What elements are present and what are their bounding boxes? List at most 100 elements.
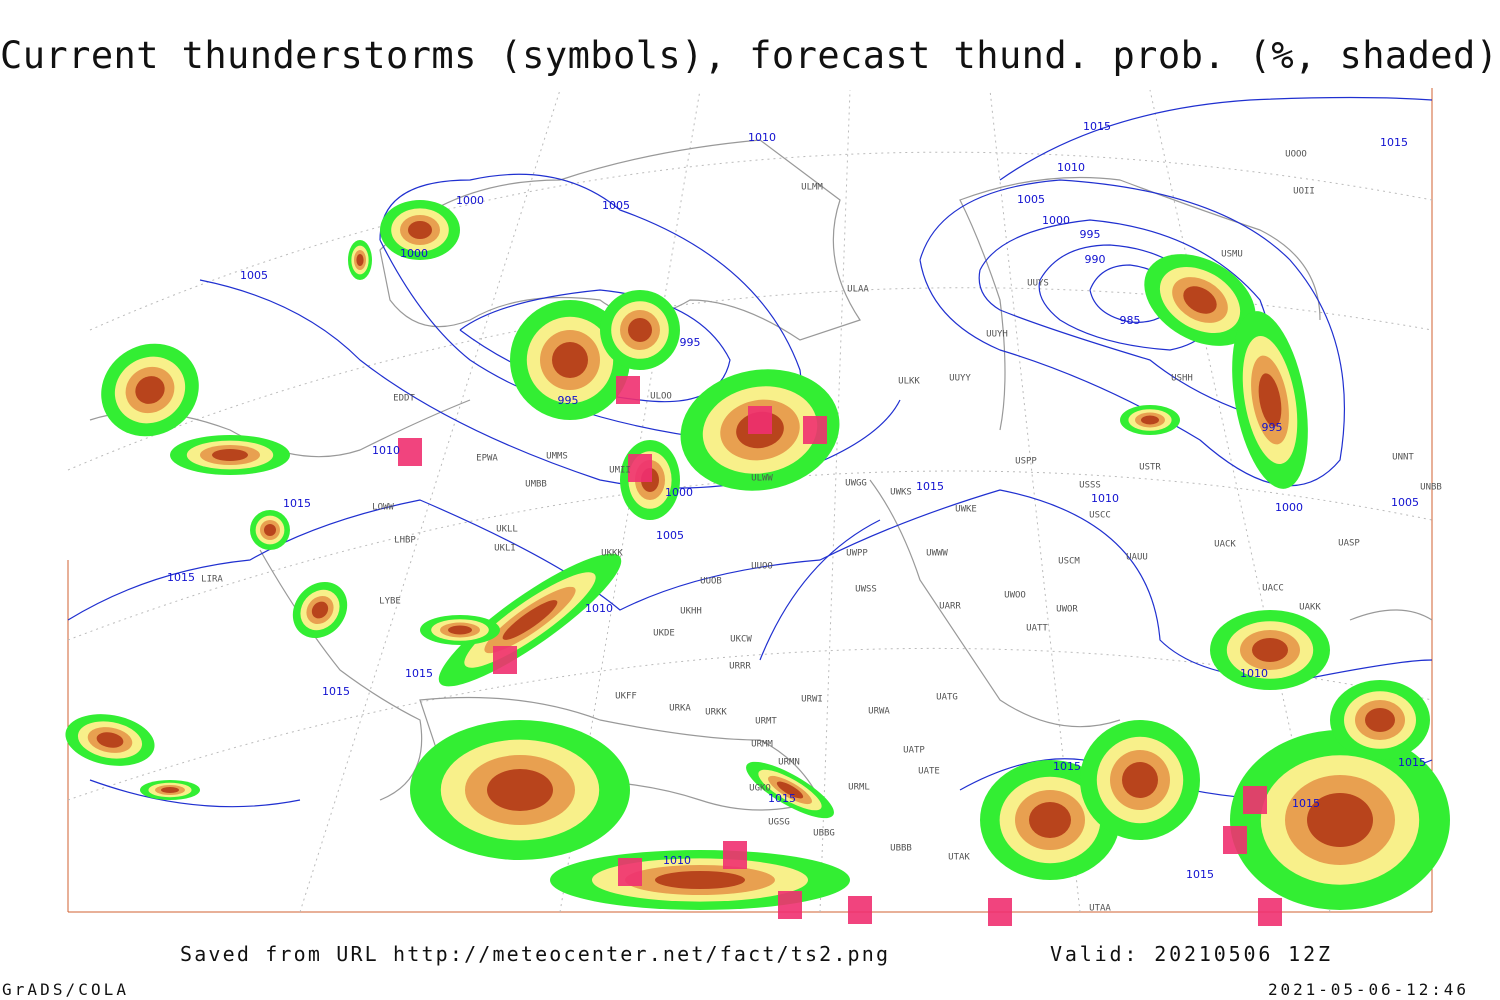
station-code: UAKK — [1299, 603, 1321, 613]
isobar-label: 1015 — [283, 497, 311, 510]
station-code: ULMM — [801, 183, 823, 193]
storm-symbol — [1243, 786, 1267, 814]
probability-area — [135, 376, 165, 404]
station-code: URKK — [705, 708, 727, 718]
station-code: UATT — [1026, 624, 1048, 634]
software: GrADS/COLA — [2, 980, 126, 999]
station-code: UKFF — [615, 692, 637, 702]
station-code: UKLL — [496, 525, 518, 535]
isobar-label: 995 — [680, 336, 701, 349]
isobar-label: 995 — [558, 394, 579, 407]
isobar-label: 1005 — [656, 529, 684, 542]
source-url: Saved from URL http://meteocenter.net/fa… — [180, 942, 888, 966]
station-code: UMBB — [525, 480, 547, 490]
probability-area — [487, 769, 553, 811]
isobar-label: 1015 — [768, 792, 796, 805]
station-code: UMMS — [546, 452, 568, 462]
probability-area — [502, 600, 558, 640]
storm-symbol — [618, 858, 642, 886]
station-code: UWKS — [890, 488, 912, 498]
storm-symbol — [748, 406, 772, 434]
isobar-label: 1010 — [663, 854, 691, 867]
isobar-label: 1015 — [1398, 756, 1426, 769]
isobar-label: 1015 — [322, 685, 350, 698]
station-code: UBBG — [813, 829, 835, 839]
station-code: UUYY — [949, 374, 971, 384]
probability-area — [311, 601, 329, 619]
station-code: ULOO — [650, 392, 672, 402]
station-code: URKA — [669, 704, 691, 714]
storm-symbol — [493, 646, 517, 674]
station-code: UKLI — [494, 544, 516, 554]
station-code: UUOO — [751, 562, 773, 572]
isobar-label: 1015 — [1292, 797, 1320, 810]
probability-area — [1365, 708, 1395, 732]
isobar-label: 1015 — [1083, 120, 1111, 133]
station-code: UACC — [1262, 584, 1284, 594]
station-code: UMII — [609, 466, 631, 476]
station-code: USPP — [1015, 457, 1037, 467]
storm-symbol — [778, 891, 802, 919]
station-code: URRR — [729, 662, 751, 672]
isobar-label: 1005 — [240, 269, 268, 282]
storm-symbol — [848, 896, 872, 924]
timestamp: 2021-05-06-12:46 — [1268, 980, 1466, 999]
station-code: UNBB — [1420, 483, 1442, 493]
station-code: UOOO — [1285, 150, 1307, 160]
isobar-label: 1015 — [1053, 760, 1081, 773]
station-code: URMM — [751, 740, 773, 750]
probability-area — [1258, 373, 1282, 427]
probability-area — [1183, 286, 1217, 314]
station-code: URMN — [778, 758, 800, 768]
probability-area — [655, 871, 745, 889]
station-code: USCC — [1089, 511, 1111, 521]
title: Current thunderstorms (symbols), forecas… — [0, 34, 1498, 77]
probability-area — [356, 254, 364, 266]
isobar-label: 985 — [1120, 314, 1141, 327]
station-code: UWWW — [926, 549, 948, 559]
station-code: URWI — [801, 695, 823, 705]
isobar-label: 1005 — [1391, 496, 1419, 509]
station-code: UNNT — [1392, 453, 1414, 463]
isobar-label: 1010 — [372, 444, 400, 457]
station-code: ULKK — [898, 377, 920, 387]
isobar-label: 990 — [1085, 253, 1106, 266]
station-code: URMT — [755, 717, 777, 727]
isobar-label: 1010 — [1240, 667, 1268, 680]
probability-area — [1141, 415, 1159, 425]
isobar-label: 1000 — [1042, 214, 1070, 227]
isobar-label: 1015 — [916, 480, 944, 493]
valid-time: Valid: 20210506 12Z — [1050, 942, 1330, 966]
station-code: UATG — [936, 693, 958, 703]
station-code: UKHH — [680, 607, 702, 617]
probability-area — [448, 625, 472, 635]
thunderstorm-probability-shading — [65, 200, 1450, 910]
station-code: URWA — [868, 707, 890, 717]
station-code: UACK — [1214, 540, 1236, 550]
station-code: UWOO — [1004, 591, 1026, 601]
station-code: UATE — [918, 767, 940, 777]
storm-symbol — [1258, 898, 1282, 926]
station-code: UTAA — [1089, 904, 1111, 914]
isobar-label: 1000 — [456, 194, 484, 207]
station-code: UWGG — [845, 479, 867, 489]
storm-symbol — [988, 898, 1012, 926]
isobar-label: 995 — [1262, 421, 1283, 434]
station-code: LOWW — [372, 503, 394, 513]
isobar-label: 1010 — [585, 602, 613, 615]
station-code: UUOB — [700, 577, 722, 587]
station-code: LYBE — [379, 597, 401, 607]
station-code: EDDT — [393, 394, 415, 404]
map-labels: 1010 1015 1015 1010 1000 1005 1005 1000 995 990 98… — [167, 120, 1442, 914]
station-code: UUYH — [986, 330, 1008, 340]
thunderstorm-symbols — [398, 376, 1282, 926]
station-code: UWPP — [846, 549, 868, 559]
station-code: UGSG — [768, 818, 790, 828]
storm-symbol — [723, 841, 747, 869]
storm-symbol — [803, 416, 827, 444]
station-code: LHBP — [394, 536, 416, 546]
isobar-label: 1010 — [1057, 161, 1085, 174]
isobar-label: 1000 — [400, 247, 428, 260]
isobar-label: 1005 — [1017, 193, 1045, 206]
